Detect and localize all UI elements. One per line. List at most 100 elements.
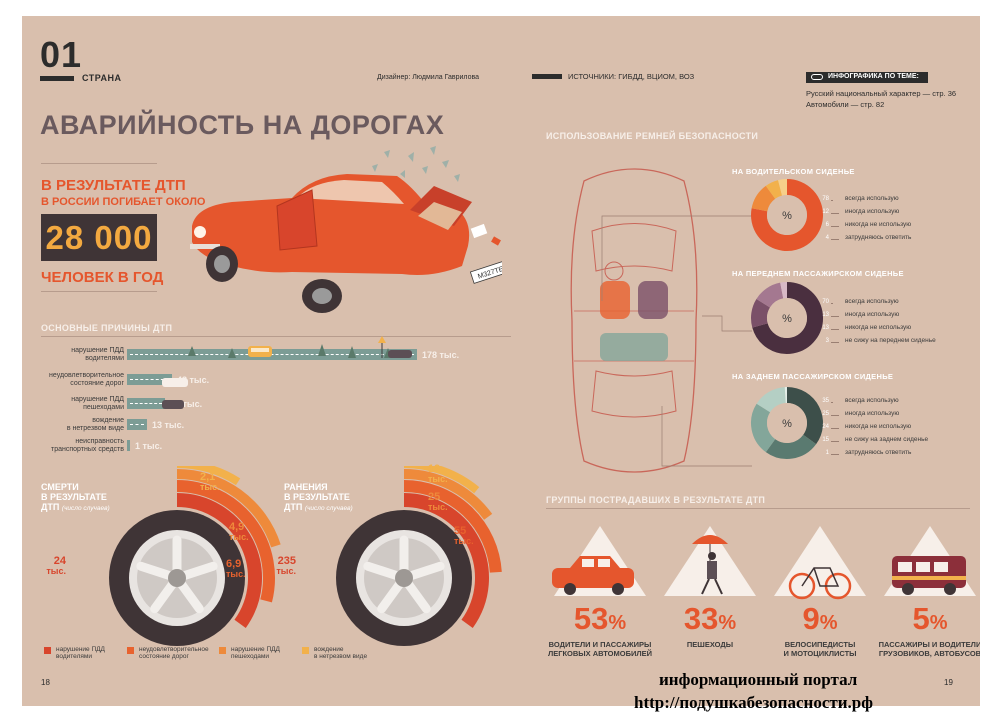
- crashed-car-illustration: М327ТЕ: [190, 146, 502, 313]
- donut-label: не сижу на заднем сиденье: [845, 436, 929, 443]
- cause-value: 29 тыс.: [170, 399, 203, 409]
- divider: [41, 163, 157, 164]
- road-decorations: [162, 336, 412, 409]
- legend-swatch: [127, 647, 134, 654]
- legend-label: нарушение ПДД водителями: [56, 646, 105, 660]
- donut-slice: [778, 179, 788, 196]
- cause-label-line-1: нарушение ПДД: [71, 347, 124, 354]
- donut-value: 3: [825, 338, 829, 344]
- deaths-note: (число случаев): [61, 505, 110, 512]
- hub: [168, 569, 186, 587]
- legend-label: нарушение ПДД пешеходами: [231, 646, 280, 660]
- legend-label: вождение в нетрезвом виде: [314, 646, 367, 660]
- related-link-2[interactable]: Автомобили — стр. 82: [806, 100, 885, 109]
- group-percent-symbol: %: [718, 612, 737, 634]
- cause-label-line-2: пешеходами: [83, 404, 124, 411]
- impact-arc: [176, 493, 262, 628]
- donut-leader: [831, 329, 839, 330]
- donut-value: 1: [825, 450, 829, 456]
- donut-value: 78: [822, 196, 829, 202]
- watermark-line-2[interactable]: http://подушкабезопасности.рф: [634, 693, 873, 712]
- donut-percent-symbol: %: [782, 418, 792, 430]
- deaths-pedestrians-value: 4,9 тыс.: [229, 521, 249, 543]
- sources-bar: [532, 74, 562, 79]
- donut-value: 13: [822, 325, 829, 331]
- page-number-left: 18: [41, 678, 50, 687]
- belts-title: ИСПОЛЬЗОВАНИЕ РЕМНЕЙ БЕЗОПАСНОСТИ: [546, 131, 759, 141]
- injuries-roads-value: 55 тыс.: [454, 525, 474, 547]
- donut-leader: [831, 415, 839, 416]
- group-percent: 33%: [650, 601, 770, 637]
- car-topview-illustration: [570, 168, 698, 473]
- front-title: НА ПЕРЕДНЕМ ПАССАЖИРСКОМ СИДЕНЬЕ: [732, 269, 904, 278]
- group-percent-value: 9: [802, 601, 820, 636]
- donut-leader: [831, 402, 833, 403]
- donut-value: 15: [822, 437, 829, 443]
- legend-label: неудовлетворительное состояние дорог: [139, 646, 209, 660]
- cause-label-line-1: нарушение ПДД: [71, 396, 124, 403]
- car-window: [297, 180, 404, 204]
- deaths-wheel: [109, 466, 281, 646]
- car-icon-1: [388, 350, 412, 358]
- section-label: СТРАНА: [82, 73, 122, 83]
- related-link-1[interactable]: Русский национальный характер — стр. 36: [806, 89, 957, 98]
- cause-label-line-1: неисправность: [75, 438, 124, 445]
- impact-arc: [176, 480, 275, 603]
- cause-label: неисправность транспортных средств: [36, 438, 124, 454]
- groups-icons: [552, 526, 976, 600]
- rear-title: НА ЗАДНЕМ ПАССАЖИРСКОМ СИДЕНЬЕ: [732, 372, 894, 381]
- donut-slice: [751, 179, 823, 251]
- infographic-page: 01 СТРАНА Дизайнер: Людмила Гаврилова ИС…: [22, 16, 980, 706]
- donut-label: никогда не использую: [845, 423, 912, 430]
- car-wheel-front: [206, 246, 238, 282]
- debris: [470, 223, 488, 239]
- cause-label: нарушение ПДД пешеходами: [36, 396, 124, 412]
- driver-title: НА ВОДИТЕЛЬСКОМ СИДЕНЬЕ: [732, 167, 855, 176]
- donut-percent-symbol: %: [782, 210, 792, 222]
- cause-label: неудовлетворительное состояние дорог: [36, 372, 124, 388]
- group-percent-symbol: %: [608, 612, 627, 634]
- page-number-right: 19: [944, 678, 953, 687]
- car-engine: [418, 202, 462, 230]
- cause-label: вождение в нетрезвом виде: [36, 417, 124, 433]
- impact-arc: [176, 466, 241, 486]
- car-wheel-rear: [302, 279, 342, 313]
- headlight: [194, 226, 206, 238]
- donut-slice: [751, 299, 771, 328]
- group-description-line-2: И МОТОЦИКЛИСТЫ: [783, 649, 857, 658]
- driver-donut: %: [751, 179, 823, 251]
- donut-value: 35: [822, 398, 829, 404]
- car-icon-3: [162, 400, 184, 409]
- group-percent: 5%: [870, 601, 980, 637]
- deaths-drunk-value: 2,1 тыс.: [200, 471, 220, 493]
- cause-label-line-2: водителями: [85, 355, 124, 362]
- donut-leader: [831, 239, 839, 240]
- group-percent: 9%: [760, 601, 880, 637]
- legend-label-line-2: состояние дорог: [139, 653, 189, 660]
- donut-slice: [765, 434, 817, 459]
- legend-swatch: [44, 647, 51, 654]
- driver-seat: [600, 281, 630, 319]
- cause-label-line-1: вождение: [92, 417, 124, 424]
- injuries-drivers-value: 235 тыс.: [276, 555, 296, 577]
- impact-arc: [176, 469, 281, 548]
- injuries-pedestrians-value: 25 тыс.: [428, 491, 448, 513]
- donut-label: иногда использую: [845, 208, 900, 215]
- wheels-chart: [109, 466, 502, 646]
- car-icon-2: [162, 378, 188, 387]
- headline-line-3: ЧЕЛОВЕК В ГОД: [41, 269, 164, 286]
- impact-arc: [403, 469, 493, 520]
- sign-icon: [378, 336, 386, 358]
- donut-slice: [780, 282, 788, 299]
- car-door: [276, 189, 318, 251]
- bus-icon: [248, 346, 272, 357]
- deaths-drivers-value: 24 тыс.: [46, 555, 66, 577]
- designer-credit: Дизайнер: Людмила Гаврилова: [377, 74, 480, 81]
- impact-arc: [403, 480, 502, 573]
- group-percent: 53%: [540, 601, 660, 637]
- group-percent-value: 53: [573, 601, 609, 636]
- groups-title: ГРУППЫ ПОСТРАДАВШИХ В РЕЗУЛЬТАТЕ ДТП: [546, 495, 766, 505]
- donut-label: всегда использую: [845, 195, 899, 202]
- road-dashes: [130, 424, 144, 425]
- divider: [41, 291, 157, 292]
